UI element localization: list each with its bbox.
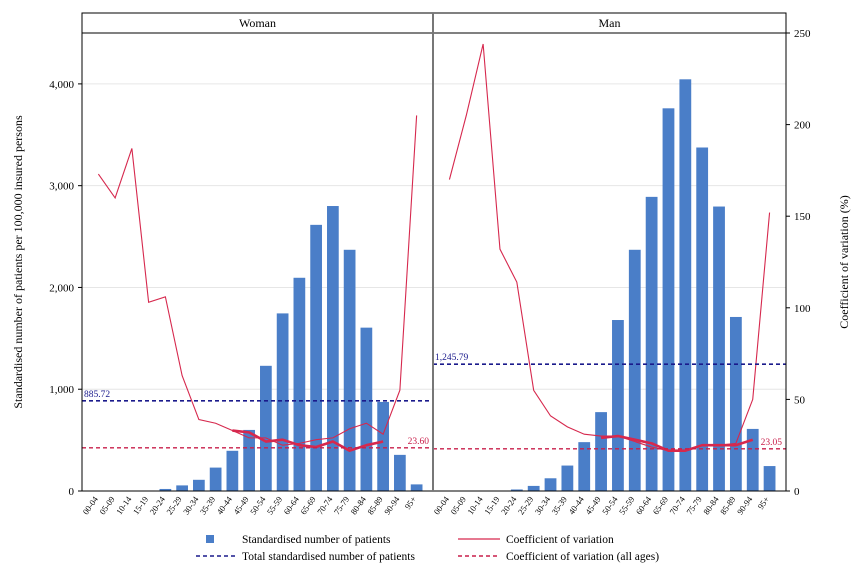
x-tick-man-90-94: 90-94 xyxy=(735,494,755,517)
x-tick-woman-35-39: 35-39 xyxy=(198,494,218,516)
x-tick-man-35-39: 35-39 xyxy=(549,494,569,516)
x-tick-woman-70-74: 70-74 xyxy=(315,494,335,517)
x-tick-woman-30-34: 30-34 xyxy=(181,494,201,517)
x-tick-man-00-04: 00-04 xyxy=(431,494,451,517)
bar-woman-95+ xyxy=(411,484,423,491)
x-tick-woman-75-79: 75-79 xyxy=(332,494,352,516)
x-tick-woman-20-24: 20-24 xyxy=(147,494,167,517)
bar-woman-80-84 xyxy=(361,328,373,491)
bar-woman-55-59 xyxy=(277,313,289,491)
legend-label-bars: Standardised number of patients xyxy=(242,534,391,546)
x-tick-woman-10-14: 10-14 xyxy=(114,494,134,517)
y-right-tick-label: 250 xyxy=(794,28,811,40)
panel-title-woman: Woman xyxy=(239,16,276,30)
x-tick-woman-50-54: 50-54 xyxy=(248,494,268,517)
total-label-woman: 885.72 xyxy=(84,390,110,400)
total-label-man: 1,245.79 xyxy=(435,353,469,363)
x-tick-woman-80-84: 80-84 xyxy=(348,494,368,517)
y-right-title: Coefficient of variation (%) xyxy=(837,195,851,328)
x-tick-man-60-64: 60-64 xyxy=(634,494,654,517)
bar-man-40-44 xyxy=(578,442,590,491)
bar-man-55-59 xyxy=(629,250,641,491)
x-tick-woman-15-19: 15-19 xyxy=(131,494,151,516)
panel-title-man: Man xyxy=(599,16,621,30)
x-tick-man-45-49: 45-49 xyxy=(583,494,603,516)
bar-man-95+ xyxy=(764,466,776,491)
bar-man-65-69 xyxy=(663,108,675,491)
bar-woman-60-64 xyxy=(294,278,306,491)
bar-woman-30-34 xyxy=(193,480,205,491)
y-left-tick-label: 1,000 xyxy=(49,384,74,396)
bar-woman-85-89 xyxy=(377,402,389,491)
bar-woman-35-39 xyxy=(210,468,222,491)
bar-man-50-54 xyxy=(612,320,624,491)
x-tick-woman-65-69: 65-69 xyxy=(298,494,318,516)
y-right-tick-label: 100 xyxy=(794,303,811,315)
x-tick-man-20-24: 20-24 xyxy=(499,494,519,517)
y-left-tick-label: 4,000 xyxy=(49,79,74,91)
bar-man-90-94 xyxy=(747,429,759,491)
x-tick-woman-05-09: 05-09 xyxy=(97,494,117,516)
cv-all-label-man: 23.05 xyxy=(761,438,783,448)
y-right-tick-label: 150 xyxy=(794,211,811,223)
bar-man-85-89 xyxy=(730,317,742,491)
x-tick-man-65-69: 65-69 xyxy=(651,494,671,516)
bar-man-30-34 xyxy=(545,478,557,491)
cv-all-label-woman: 23.60 xyxy=(408,437,430,447)
y-left-tick-label: 2,000 xyxy=(49,282,74,294)
x-tick-woman-60-64: 60-64 xyxy=(281,494,301,517)
y-left-tick-label: 0 xyxy=(69,486,75,498)
bar-man-45-49 xyxy=(595,412,607,491)
x-tick-man-05-09: 05-09 xyxy=(448,494,468,516)
x-tick-woman-55-59: 55-59 xyxy=(265,494,285,516)
x-tick-man-25-29: 25-29 xyxy=(516,494,536,516)
x-tick-woman-00-04: 00-04 xyxy=(80,494,100,517)
bar-man-70-74 xyxy=(679,79,691,491)
bar-woman-45-49 xyxy=(243,430,255,491)
x-tick-man-15-19: 15-19 xyxy=(482,494,502,516)
y-right-tick-label: 200 xyxy=(794,120,811,132)
bar-man-25-29 xyxy=(528,486,540,491)
x-tick-woman-45-49: 45-49 xyxy=(231,494,251,516)
x-tick-man-50-54: 50-54 xyxy=(600,494,620,517)
x-tick-woman-25-29: 25-29 xyxy=(164,494,184,516)
legend-label-cv: Coefficient of variation xyxy=(506,534,614,546)
bar-woman-90-94 xyxy=(394,455,406,491)
x-tick-woman-40-44: 40-44 xyxy=(214,494,234,517)
x-tick-man-55-59: 55-59 xyxy=(617,494,637,516)
bar-man-35-39 xyxy=(561,466,573,491)
bar-woman-50-54 xyxy=(260,366,272,491)
x-tick-woman-90-94: 90-94 xyxy=(382,494,402,517)
legend-swatch-bars xyxy=(206,535,214,543)
x-tick-man-30-34: 30-34 xyxy=(533,494,553,517)
x-tick-woman-85-89: 85-89 xyxy=(365,494,385,516)
y-right-tick-label: 0 xyxy=(794,486,800,498)
legend-label-total: Total standardised number of patients xyxy=(242,551,415,563)
legend-label-cv-all: Coefficient of variation (all ages) xyxy=(506,551,659,563)
x-tick-man-70-74: 70-74 xyxy=(667,494,687,517)
y-right-tick-label: 50 xyxy=(794,394,806,406)
bar-woman-40-44 xyxy=(227,451,239,491)
bar-woman-25-29 xyxy=(176,485,188,491)
y-left-title: Standardised number of patients per 100,… xyxy=(11,115,25,409)
x-tick-man-10-14: 10-14 xyxy=(465,494,485,517)
bar-woman-65-69 xyxy=(310,225,322,491)
bar-man-75-79 xyxy=(696,148,708,492)
x-tick-man-95+: 95+ xyxy=(755,494,771,511)
x-tick-man-40-44: 40-44 xyxy=(566,494,586,517)
x-tick-man-75-79: 75-79 xyxy=(684,494,704,516)
bar-woman-75-79 xyxy=(344,250,356,491)
y-left-tick-label: 3,000 xyxy=(49,181,74,193)
x-tick-woman-95+: 95+ xyxy=(402,494,418,511)
x-tick-man-80-84: 80-84 xyxy=(701,494,721,517)
x-tick-man-85-89: 85-89 xyxy=(718,494,738,516)
